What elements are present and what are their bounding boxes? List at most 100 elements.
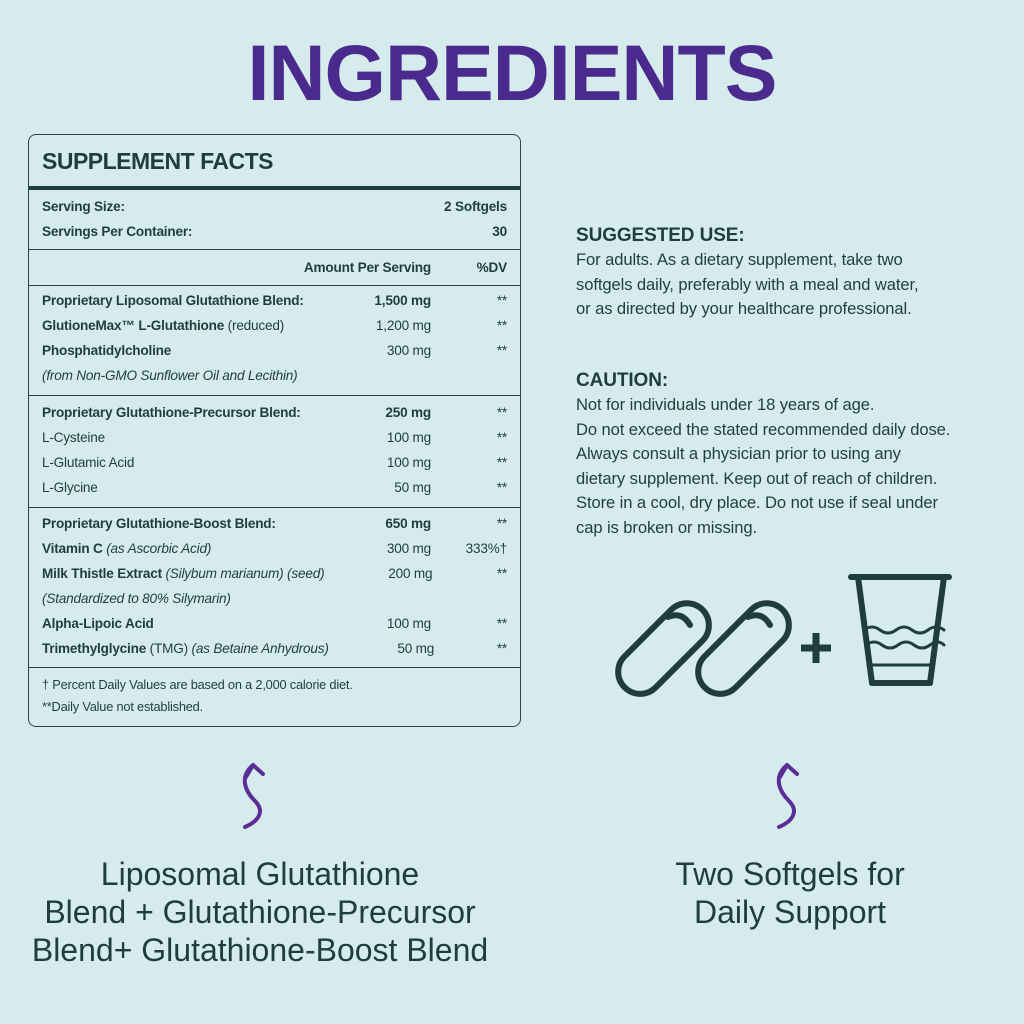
text-line: Always consult a physician prior to usin… [576,444,901,463]
ingredient-name: Proprietary Liposomal Glutathione Blend: [42,288,321,313]
suggested-use-text: For adults. As a dietary supplement, tak… [576,248,919,322]
ingredient-row: Trimethylglycine (TMG) (as Betaine Anhyd… [29,636,520,661]
amount: 50 mg [394,480,431,495]
serving-size: Serving Size: 2 Softgels [29,194,520,219]
name-part: Alpha-Lipoic Acid [42,616,154,631]
name-part: GlutioneMax™ L-Glutathione [42,318,225,333]
amount-header: Amount Per Serving [303,260,431,275]
daily-value: ** [496,405,507,420]
ingredient-name: Proprietary Glutathione-Boost Blend: [42,511,321,536]
ingredient-name: (from Non-GMO Sunflower Oil and Lecithin… [42,363,507,388]
amount: 50 mg [397,641,435,656]
daily-value: ** [496,480,507,495]
ingredient-name: L-Glycine [42,475,321,500]
daily-value: ** [496,343,507,358]
amount: 300 mg [386,541,431,556]
ingredient-name: GlutioneMax™ L-Glutathione (reduced) [42,313,321,338]
ingredient-row: Proprietary Glutathione-Precursor Blend:… [29,400,520,425]
serving-info: Serving Size: 2 Softgels Servings Per Con… [29,190,520,250]
name-part: L-Glutamic Acid [42,455,135,470]
amount: 1,500 mg [374,293,431,308]
amount: 300 mg [386,343,431,358]
text-line: Blend + Glutathione-Precursor [44,894,476,930]
name-part: (Standardized to 80% Silymarin) [42,591,231,606]
caution-heading: CAUTION: [576,370,669,391]
column-header: Amount Per Serving %DV [29,250,520,286]
dv-header: %DV [476,260,508,275]
softgel-icon [615,600,712,697]
caution: CAUTION: Not for individuals under 18 ye… [576,369,950,540]
ingredient-row: L-Cysteine 100 mg ** [29,425,520,450]
name-part: Milk Thistle Extract [42,566,162,581]
ingredient-row: Alpha-Lipoic Acid 100 mg ** [29,611,520,636]
blend-group: Proprietary Glutathione-Precursor Blend:… [29,396,520,508]
ingredient-row: Phosphatidylcholine 300 mg ** [29,338,520,363]
daily-value: ** [496,293,507,308]
supplement-facts: SUPPLEMENT FACTS Serving Size: 2 Softgels… [28,134,521,727]
ingredient-name: Trimethylglycine (TMG) (as Betaine Anhyd… [42,636,329,661]
daily-value: ** [496,566,507,581]
daily-value: 333%† [465,541,508,556]
name-part: Trimethylglycine [42,641,147,656]
blend-group: Proprietary Liposomal Glutathione Blend:… [29,286,520,396]
text-line: Do not exceed the stated recommended dai… [576,419,951,439]
name-part: L-Glycine [42,480,98,495]
daily-value: ** [496,455,507,470]
name-part: Proprietary Liposomal Glutathione Blend: [42,293,304,308]
amount: 1,200 mg [375,318,431,333]
amount: 250 mg [385,405,431,420]
arrow-icon [242,763,265,829]
suggested-use: SUGGESTED USE: For adults. As a dietary … [576,224,919,322]
text-line: Daily Support [693,894,887,930]
ingredient-name: L-Glutamic Acid [42,450,321,475]
daily-value: ** [496,641,507,656]
name-part: Proprietary Glutathione-Boost Blend: [42,516,276,531]
daily-value: ** [496,516,507,531]
text-line: Not for individuals under 18 years of ag… [576,395,875,414]
name-part: (Silybum marianum) (seed) [165,566,325,581]
servings-per-container: Servings Per Container: 30 [29,219,520,244]
daily-value: ** [496,616,507,631]
ingredient-name: Proprietary Glutathione-Precursor Blend: [42,400,321,425]
ingredient-row: (Standardized to 80% Silymarin) [29,586,520,611]
arrow-icon [776,763,799,829]
ingredient-row: GlutioneMax™ L-Glutathione (reduced) 1,20… [29,313,520,338]
name-part: (reduced) [227,318,285,333]
name-part: L-Cysteine [42,430,105,445]
daily-value: ** [496,318,507,333]
ingredient-row: L-Glutamic Acid 100 mg ** [29,450,520,475]
caution-text: Not for individuals under 18 years of ag… [576,393,950,540]
text-line: cap is broken or missing. [576,517,758,537]
text-line: Liposomal Glutathione [100,856,420,892]
caption-left: Liposomal Glutathione Blend + Glutathione… [10,855,510,969]
amount: 100 mg [386,430,431,445]
amount: 650 mg [385,516,431,531]
name-part: (from Non-GMO Sunflower Oil and Lecithin… [42,368,298,383]
softgel-icon [695,600,792,697]
ingredient-name: Phosphatidylcholine [42,338,321,363]
ingredient-name: Milk Thistle Extract (Silybum marianum) … [42,561,325,586]
ingredient-row: Proprietary Liposomal Glutathione Blend:… [29,288,520,313]
text-line: dietary supplement. Keep out of reach of… [576,468,938,488]
value: 30 [492,224,507,239]
name-part: (as Betaine Anhydrous) [191,641,329,656]
daily-value: ** [496,430,507,445]
name-part: (TMG) [149,641,188,656]
ingredient-row: L-Glycine 50 mg ** [29,475,520,500]
text-line: softgels daily, preferably with a meal a… [576,274,919,294]
ingredient-name: Alpha-Lipoic Acid [42,611,321,636]
footnote: **Daily Value not established. [42,699,203,714]
text-line: For adults. As a dietary supplement, tak… [576,250,903,269]
cup-icon [848,574,952,686]
amount: 100 mg [386,455,431,470]
text-line: or as directed by your healthcare profes… [576,299,912,318]
facts-heading: SUPPLEMENT FACTS [29,135,520,190]
name-part: Phosphatidylcholine [42,343,172,358]
title: INGREDIENTS [247,28,778,117]
blend-group: Proprietary Glutathione-Boost Blend: 650 … [29,508,520,668]
label: Serving Size: [42,199,125,214]
label: Servings Per Container: [42,224,193,239]
caption-right: Two Softgels for Daily Support [640,855,940,931]
